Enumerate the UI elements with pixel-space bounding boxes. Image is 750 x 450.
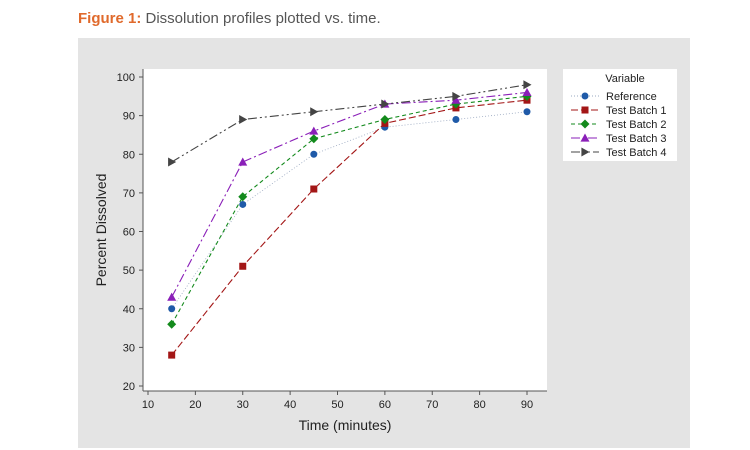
data-point	[309, 126, 319, 135]
series-lines	[171, 84, 528, 356]
data-point	[523, 108, 531, 116]
figure-caption-text: Dissolution profiles plotted vs. time.	[145, 10, 381, 27]
legend-entry: Test Batch 3	[606, 133, 667, 145]
data-point	[381, 99, 390, 109]
data-point	[238, 192, 248, 202]
legend-entry: Reference	[606, 91, 657, 103]
x-tick-label: 40	[284, 399, 296, 411]
data-point	[168, 351, 176, 359]
y-tick-label: 40	[123, 304, 135, 316]
series-line	[171, 84, 528, 163]
y-tick-label: 30	[123, 342, 135, 354]
legend-title: Variable	[605, 73, 645, 85]
x-tick-label: 80	[474, 399, 486, 411]
y-axis-label: Percent Dissolved	[93, 174, 109, 287]
x-tick-label: 50	[331, 399, 343, 411]
y-tick-label: 90	[123, 111, 135, 123]
legend-marker	[580, 119, 590, 129]
x-tick-label: 90	[521, 399, 533, 411]
figure-caption: Figure 1: Dissolution profiles plotted v…	[78, 10, 381, 27]
x-tick-label: 30	[237, 399, 249, 411]
axes: 10 20 30 40 50 60 70 80 90 20 30 40 50 60 70 80 90 100	[117, 69, 547, 411]
data-point	[167, 292, 177, 301]
y-tick-label: 80	[123, 149, 135, 161]
x-tick-label: 10	[142, 399, 154, 411]
data-point	[452, 115, 460, 123]
data-point	[239, 262, 247, 270]
legend-entry: Test Batch 2	[606, 119, 667, 131]
data-point	[523, 80, 532, 90]
data-point	[310, 150, 318, 158]
data-point	[452, 91, 461, 101]
data-point	[168, 305, 176, 313]
x-tick-label: 60	[379, 399, 391, 411]
data-point	[239, 200, 247, 208]
series-markers	[167, 80, 532, 359]
figure-label: Figure 1:	[78, 10, 142, 27]
y-tick-label: 20	[123, 381, 135, 393]
series-line	[171, 91, 528, 298]
data-point	[167, 319, 177, 329]
data-point	[380, 114, 390, 124]
series-line	[171, 99, 528, 356]
legend-marker	[581, 92, 589, 100]
legend-entry: Test Batch 1	[606, 105, 667, 117]
legend-entry: Test Batch 4	[606, 147, 667, 159]
x-axis-label: Time (minutes)	[299, 417, 392, 433]
plot-area	[143, 69, 547, 391]
legend: Variable Reference Test Batch 1 Test Batch …	[563, 69, 677, 161]
y-tick-label: 100	[117, 72, 135, 84]
legend-marker	[580, 133, 590, 142]
data-point	[310, 185, 318, 193]
legend-marker	[581, 147, 590, 157]
data-point	[309, 134, 319, 144]
legend-marker	[581, 106, 589, 114]
data-point	[168, 157, 177, 167]
data-point	[522, 87, 532, 97]
series-line	[171, 95, 528, 325]
y-tick-label: 60	[123, 227, 135, 239]
data-point	[451, 95, 461, 104]
series-line	[171, 111, 528, 309]
y-tick-label: 70	[123, 188, 135, 200]
data-point	[239, 114, 248, 124]
data-point	[238, 157, 248, 166]
legend-box	[563, 69, 677, 161]
data-point	[310, 107, 319, 117]
x-tick-label: 70	[426, 399, 438, 411]
y-tick-label: 50	[123, 265, 135, 277]
x-tick-label: 20	[189, 399, 201, 411]
